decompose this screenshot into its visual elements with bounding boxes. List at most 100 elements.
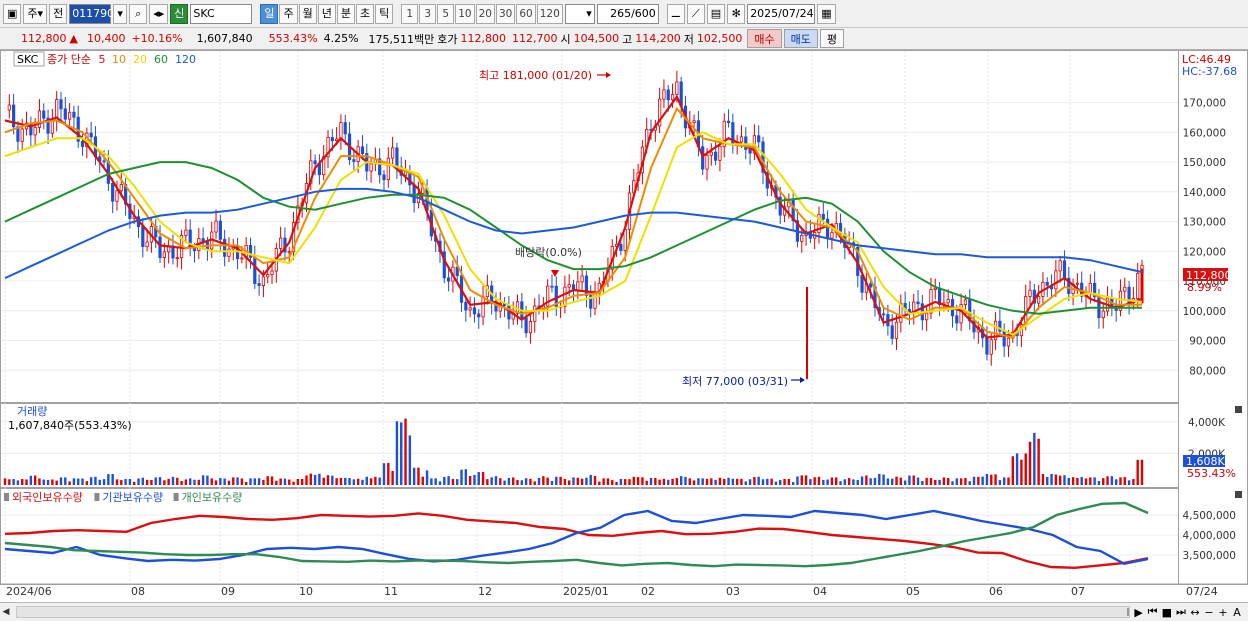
- stock-code-input[interactable]: 011790: [69, 3, 114, 24]
- price-tick-label: 170,000: [1183, 98, 1226, 110]
- period-tab[interactable]: 년: [317, 3, 336, 24]
- candle-body: [158, 236, 162, 258]
- interval-button[interactable]: 3: [419, 3, 437, 24]
- volume-bar: [46, 479, 50, 485]
- low-price: 102,500: [696, 32, 743, 45]
- candle-body: [80, 140, 85, 147]
- volume-bar: [460, 469, 463, 485]
- chart-canvas[interactable]: 80,00090,000100,000110,000120,000130,000…: [0, 50, 1248, 602]
- scroll-thumb[interactable]: [1126, 608, 1129, 616]
- prev-button[interactable]: 전: [49, 3, 68, 24]
- interval-button[interactable]: 20: [475, 3, 495, 24]
- volume-bar: [537, 477, 541, 485]
- holding-tick-label: 4,500,000: [1183, 510, 1236, 522]
- count-field[interactable]: 265/600: [596, 3, 659, 24]
- draw-line-icon[interactable]: ⟋: [686, 3, 705, 24]
- chart-scrollbar[interactable]: ◀ ▶ ⏮ ■ ⏭ ↔ − + A: [0, 602, 1248, 621]
- volume-bar: [1033, 432, 1036, 485]
- volume-bar: [81, 478, 84, 485]
- scroll-tool-icon[interactable]: ■: [1161, 605, 1172, 619]
- scroll-tool-icon[interactable]: +: [1218, 605, 1228, 619]
- volume-bar: [145, 479, 149, 485]
- period-tab[interactable]: 일: [260, 3, 279, 24]
- scroll-tool-icon[interactable]: ⏮: [1147, 605, 1158, 618]
- eval-button[interactable]: 평: [819, 29, 845, 48]
- candle-body: [946, 299, 950, 304]
- volume-bar: [335, 478, 338, 485]
- buy-button[interactable]: 매수: [747, 29, 782, 48]
- period-tab[interactable]: 월: [298, 3, 317, 24]
- volume-bar: [645, 480, 648, 485]
- period-tab[interactable]: 틱: [375, 3, 394, 24]
- interval-button[interactable]: 5: [437, 3, 455, 24]
- candle-body: [339, 122, 343, 140]
- save-icon[interactable]: ▤: [706, 3, 726, 24]
- candle-body: [184, 229, 188, 236]
- volume-bar: [994, 474, 997, 485]
- period-tab[interactable]: 초: [355, 3, 375, 24]
- ask-label: 호가: [437, 32, 458, 46]
- interval-button[interactable]: 60: [516, 3, 536, 24]
- chart-type-icon[interactable]: ⚊: [666, 3, 685, 24]
- search-icon[interactable]: ⌕: [129, 3, 148, 24]
- chart-window-icon[interactable]: ▣: [3, 3, 22, 24]
- stock-name-field[interactable]: SKC: [190, 3, 253, 24]
- date-axis-label: 2024/06: [6, 585, 52, 598]
- trade-amount: 175,511백만: [368, 32, 435, 46]
- period-tab[interactable]: 분: [336, 3, 355, 24]
- period-tab[interactable]: 주: [279, 3, 298, 24]
- chart-area[interactable]: 80,000 90,000 100,000 110,000 120,000 130,000…: [0, 50, 1248, 602]
- speaker-icon[interactable]: ◂▸: [149, 3, 169, 24]
- scroll-tool-icon[interactable]: −: [1204, 605, 1214, 619]
- candle-body: [1002, 330, 1006, 347]
- scroll-tool-icon[interactable]: ▶: [1134, 605, 1143, 619]
- holding-tick-label: 3,500,000: [1183, 550, 1236, 562]
- volume-bar: [636, 477, 640, 485]
- scroll-left-icon[interactable]: ◀: [2, 607, 10, 617]
- code-dropdown-icon[interactable]: ▾: [113, 3, 128, 24]
- volume-bar: [473, 474, 476, 485]
- volume-bar: [843, 479, 847, 485]
- candle-body: [369, 163, 373, 172]
- volume-bar: [1007, 477, 1010, 485]
- candle-body: [1058, 260, 1062, 272]
- candle-body: [395, 147, 399, 168]
- volume-bar: [499, 478, 502, 485]
- scroll-track[interactable]: [16, 606, 1130, 618]
- gear-icon[interactable]: ✻: [727, 3, 746, 24]
- price-tick-label: 100,000: [1183, 306, 1226, 318]
- candle-body: [412, 184, 416, 204]
- volume-bar: [981, 476, 984, 485]
- sell-button[interactable]: 매도: [783, 29, 818, 48]
- volume-bar: [468, 476, 472, 485]
- candle-body: [119, 184, 123, 192]
- interval-button[interactable]: 30: [495, 3, 516, 24]
- scroll-tool-icon[interactable]: ⏭: [1176, 605, 1186, 618]
- volume-bar: [641, 477, 644, 485]
- candle-body: [925, 312, 929, 321]
- calendar-icon[interactable]: ▦: [817, 3, 836, 24]
- date-axis-label: 11: [384, 585, 398, 598]
- period-primary-select[interactable]: 주 ▾: [23, 3, 48, 24]
- candle-body: [894, 321, 899, 339]
- volume-bar: [352, 479, 356, 485]
- interval-button[interactable]: 10: [455, 3, 475, 24]
- new-listing-badge[interactable]: 신: [170, 3, 189, 24]
- interval-custom-select[interactable]: ▾: [564, 3, 595, 24]
- candle-body: [343, 122, 347, 135]
- interval-button[interactable]: 1: [401, 3, 419, 24]
- volume-bar: [649, 477, 653, 485]
- last-date-label: 07/24: [1186, 585, 1218, 598]
- low-label: 저: [683, 32, 694, 46]
- scroll-tool-icon[interactable]: A: [1233, 605, 1241, 619]
- volume-bar: [770, 478, 773, 485]
- date-field[interactable]: 2025/07/24: [747, 3, 816, 24]
- candle-body: [589, 295, 593, 309]
- volume-bar: [929, 478, 933, 485]
- buy-label: 매수: [754, 32, 775, 46]
- stock-name-box: [13, 51, 45, 67]
- volume: 1,607,840: [196, 32, 253, 45]
- interval-button[interactable]: 120: [536, 3, 563, 24]
- current-price: 112,800: [21, 32, 67, 45]
- scroll-tool-icon[interactable]: ↔: [1190, 605, 1200, 619]
